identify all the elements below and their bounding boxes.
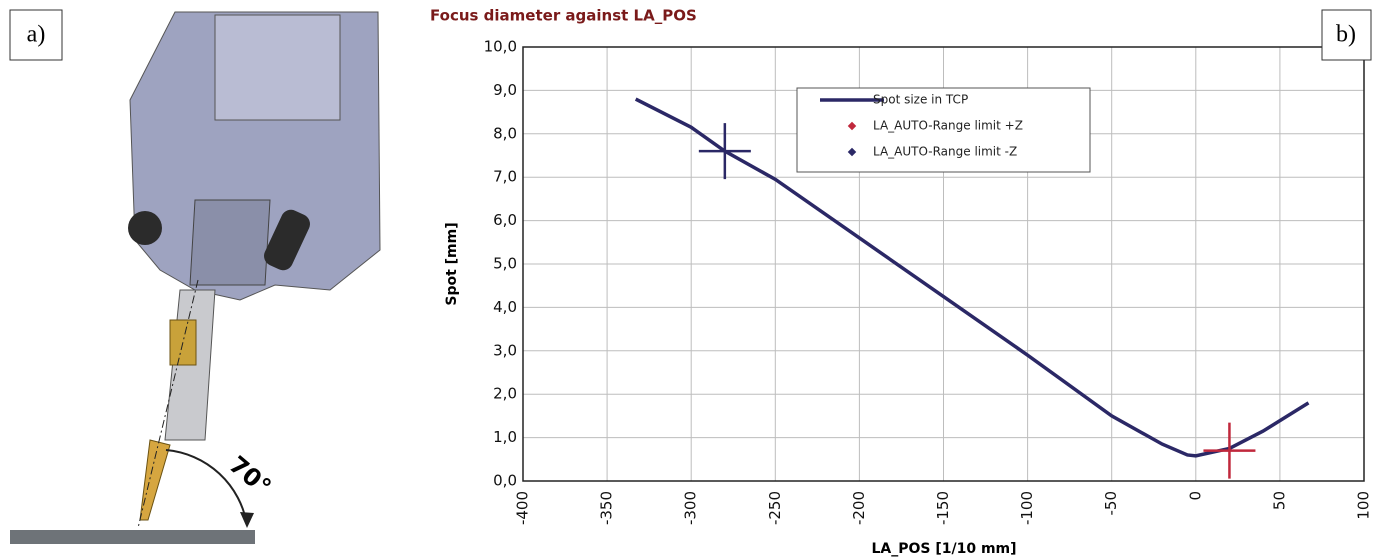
x-tick-label: 50: [1270, 491, 1288, 510]
y-tick-label: 8,0: [493, 124, 517, 142]
knob: [128, 211, 162, 245]
y-tick-label: 5,0: [493, 255, 517, 273]
y-tick-label: 4,0: [493, 298, 517, 316]
x-tick-label: -50: [1102, 491, 1120, 516]
y-axis-label: Spot [mm]: [444, 222, 460, 305]
arrowhead: [240, 512, 254, 528]
legend-label: LA_AUTO-Range limit -Z: [873, 145, 1017, 159]
panel-label: a): [27, 22, 46, 48]
workpiece: [10, 530, 255, 544]
y-tick-label: 7,0: [493, 168, 517, 186]
y-tick-label: 3,0: [493, 341, 517, 359]
x-tick-label: -250: [766, 491, 784, 525]
chart: Focus diameter against LA_POS Spot [mm] …: [430, 7, 1373, 558]
x-axis-label: LA_POS [1/10 mm]: [871, 541, 1016, 557]
head-top: [215, 15, 340, 120]
x-tick-label: -300: [682, 491, 700, 525]
x-tick-label: 100: [1355, 491, 1373, 520]
x-tick-label: -400: [514, 491, 532, 525]
y-tick-label: 2,0: [493, 385, 517, 403]
x-tick-label: -150: [934, 491, 952, 525]
y-tick-label: 10,0: [484, 38, 517, 56]
y-tick-label: 6,0: [493, 211, 517, 229]
y-tick-label: 1,0: [493, 428, 517, 446]
page: 70° a) Focus diameter against LA_POS Spo…: [0, 0, 1373, 558]
chart-title: Focus diameter against LA_POS: [430, 7, 697, 25]
head-block: [190, 200, 270, 285]
y-tick-label: 0,0: [493, 472, 517, 490]
figure: 70° a) Focus diameter against LA_POS Spo…: [0, 0, 1373, 558]
y-tick-label: 9,0: [493, 81, 517, 99]
wire-tip: [140, 440, 170, 520]
tool-drawing: 70°: [10, 12, 380, 544]
panel-label: b): [1336, 22, 1356, 48]
angle-label: 70°: [224, 451, 277, 502]
x-tick-label: 0: [1186, 491, 1204, 501]
x-tick-label: -100: [1018, 491, 1036, 525]
legend-label: LA_AUTO-Range limit +Z: [873, 119, 1023, 133]
legend-label: Spot size in TCP: [873, 93, 968, 107]
x-tick-label: -350: [598, 491, 616, 525]
x-tick-label: -200: [850, 491, 868, 525]
